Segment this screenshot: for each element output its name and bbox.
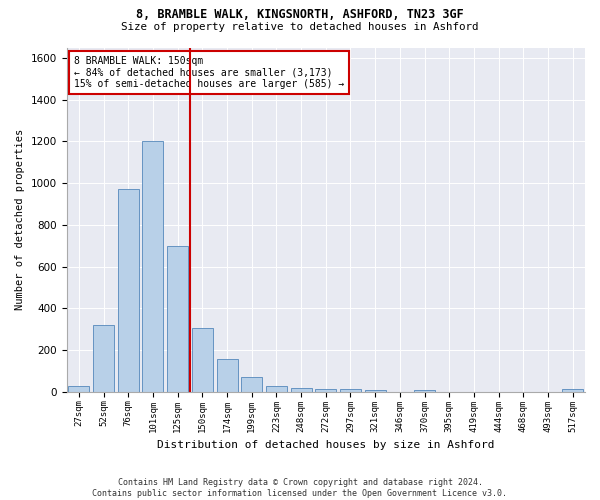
Bar [68, 386, 89, 392]
X-axis label: Distribution of detached houses by size in Ashford: Distribution of detached houses by size … [157, 440, 494, 450]
Bar [365, 390, 386, 392]
Bar [93, 325, 114, 392]
Y-axis label: Number of detached properties: Number of detached properties [15, 129, 25, 310]
Bar [167, 246, 188, 392]
Bar [562, 390, 583, 392]
Bar [414, 390, 435, 392]
Text: Size of property relative to detached houses in Ashford: Size of property relative to detached ho… [121, 22, 479, 32]
Text: 8, BRAMBLE WALK, KINGSNORTH, ASHFORD, TN23 3GF: 8, BRAMBLE WALK, KINGSNORTH, ASHFORD, TN… [136, 8, 464, 20]
Bar [241, 377, 262, 392]
Bar [142, 142, 163, 392]
Bar [192, 328, 213, 392]
Bar [266, 386, 287, 392]
Bar [315, 388, 336, 392]
Bar [118, 190, 139, 392]
Bar [290, 388, 311, 392]
Text: Contains HM Land Registry data © Crown copyright and database right 2024.
Contai: Contains HM Land Registry data © Crown c… [92, 478, 508, 498]
Text: 8 BRAMBLE WALK: 150sqm
← 84% of detached houses are smaller (3,173)
15% of semi-: 8 BRAMBLE WALK: 150sqm ← 84% of detached… [74, 56, 344, 90]
Bar [340, 390, 361, 392]
Bar [217, 360, 238, 392]
